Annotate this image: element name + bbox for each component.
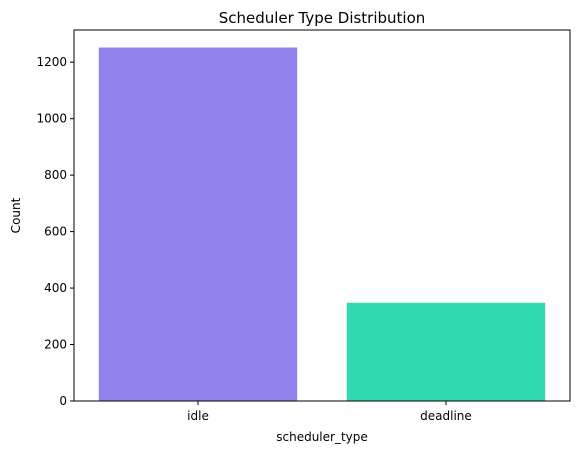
x-tick-label: idle xyxy=(187,409,209,423)
bars xyxy=(98,47,546,402)
x-tick-label: deadline xyxy=(420,409,472,423)
x-axis: idle deadline xyxy=(187,401,472,423)
x-axis-label: scheduler_type xyxy=(276,430,368,444)
plot-frame xyxy=(73,29,571,402)
y-tick-label: 800 xyxy=(44,168,67,182)
y-tick-label: 0 xyxy=(59,394,67,408)
y-tick-label: 600 xyxy=(44,225,67,239)
y-tick-label: 1200 xyxy=(36,55,67,69)
bar-deadline xyxy=(346,302,546,401)
y-axis: 0 200 400 600 800 1000 1200 xyxy=(36,55,74,408)
chart-title: Scheduler Type Distribution xyxy=(219,9,426,27)
y-axis-label: Count xyxy=(9,197,23,233)
y-tick-label: 400 xyxy=(44,281,67,295)
y-tick-label: 200 xyxy=(44,338,67,352)
y-tick-label: 1000 xyxy=(36,112,67,126)
bar-idle xyxy=(98,47,298,402)
